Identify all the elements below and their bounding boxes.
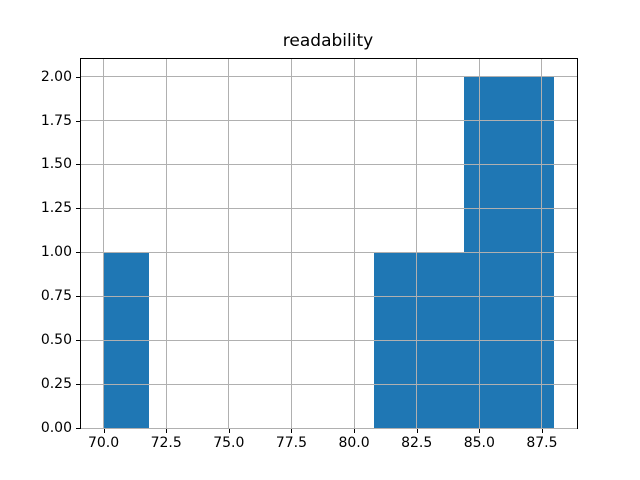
y-tick-label: 1.75 bbox=[40, 112, 72, 129]
y-tick-mark bbox=[76, 120, 80, 122]
gridline-vertical bbox=[416, 59, 418, 428]
gridline-vertical bbox=[353, 59, 355, 428]
x-tick-mark bbox=[479, 429, 481, 433]
gridline-horizontal bbox=[81, 76, 577, 78]
gridline-horizontal bbox=[81, 251, 577, 253]
y-tick-mark bbox=[76, 208, 80, 210]
gridline-vertical bbox=[103, 59, 105, 428]
gridline-vertical bbox=[228, 59, 230, 428]
plot-area bbox=[80, 58, 578, 429]
gridline-horizontal bbox=[81, 339, 577, 341]
gridline-vertical bbox=[290, 59, 292, 428]
x-tick-label: 82.5 bbox=[401, 435, 433, 451]
y-tick-label: 0.25 bbox=[40, 376, 72, 393]
y-tick-label: 0.00 bbox=[40, 420, 72, 436]
y-tick-mark bbox=[76, 428, 80, 429]
x-tick-label: 70.0 bbox=[87, 435, 120, 451]
y-tick-mark bbox=[76, 340, 80, 342]
y-tick-label: 0.75 bbox=[40, 288, 72, 305]
y-tick-mark bbox=[76, 164, 80, 166]
x-tick-label: 87.5 bbox=[526, 435, 558, 451]
y-tick-mark bbox=[76, 296, 80, 298]
gridline-vertical bbox=[165, 59, 167, 428]
y-tick-mark bbox=[76, 76, 80, 78]
gridline-horizontal bbox=[81, 383, 577, 385]
x-tick-mark bbox=[103, 429, 105, 433]
y-tick-mark bbox=[76, 252, 80, 254]
gridline-horizontal bbox=[81, 427, 577, 429]
y-tick-label: 0.50 bbox=[40, 332, 72, 349]
y-tick-label: 1.50 bbox=[40, 156, 72, 173]
gridline-horizontal bbox=[81, 295, 577, 297]
gridline-horizontal bbox=[81, 163, 577, 165]
x-tick-mark bbox=[228, 429, 230, 433]
y-tick-label: 2.00 bbox=[40, 68, 72, 85]
gridline-horizontal bbox=[81, 207, 577, 209]
x-tick-label: 80.0 bbox=[338, 435, 370, 451]
chart-title: readability bbox=[282, 31, 374, 51]
x-tick-mark bbox=[416, 429, 418, 433]
x-tick-mark bbox=[354, 429, 356, 433]
y-tick-label: 1.25 bbox=[40, 200, 72, 217]
y-tick-label: 1.00 bbox=[40, 244, 72, 261]
x-tick-label: 85.0 bbox=[463, 435, 495, 451]
gridline-vertical bbox=[478, 59, 480, 428]
x-tick-mark bbox=[166, 429, 168, 433]
x-tick-label: 72.5 bbox=[150, 435, 182, 451]
gridline-vertical bbox=[541, 59, 543, 428]
x-tick-label: 77.5 bbox=[275, 435, 308, 451]
y-tick-mark bbox=[76, 384, 80, 386]
gridline-horizontal bbox=[81, 120, 577, 121]
x-tick-mark bbox=[541, 429, 543, 433]
x-tick-label: 75.0 bbox=[213, 435, 245, 451]
x-tick-mark bbox=[291, 429, 293, 433]
